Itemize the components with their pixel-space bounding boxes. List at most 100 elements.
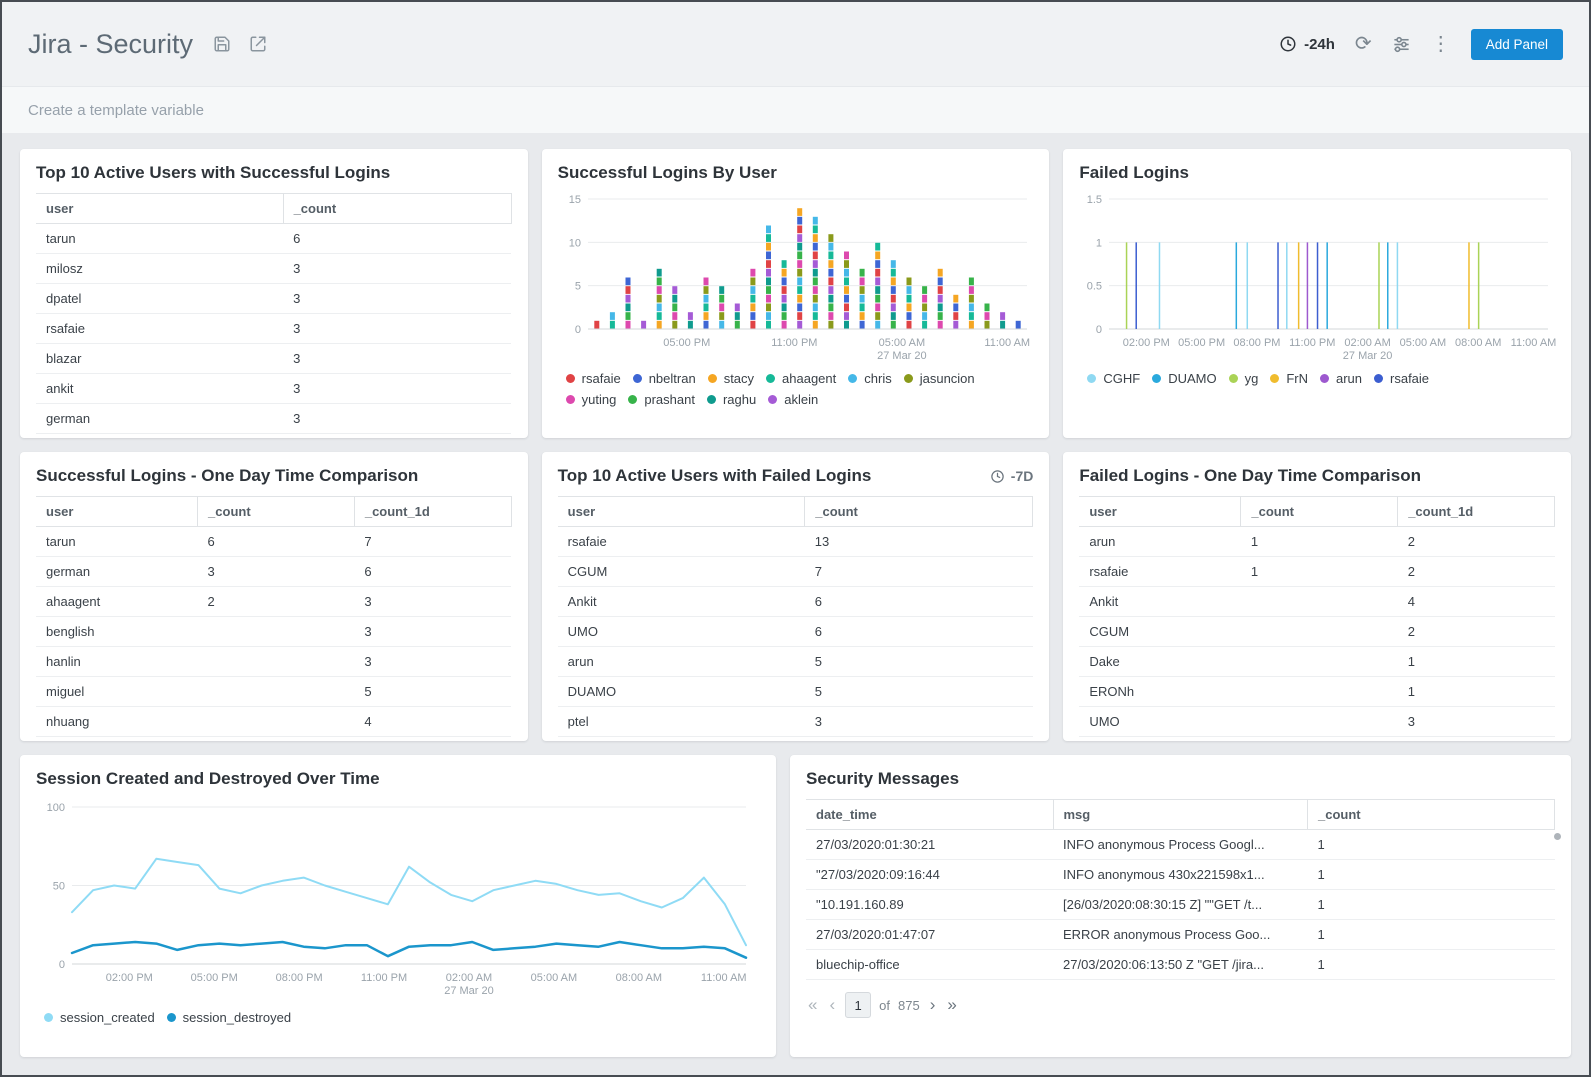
table-row[interactable]: ptel 3: [557, 706, 1033, 737]
table-row[interactable]: arun 5: [557, 646, 1033, 677]
column-header-user[interactable]: user: [557, 496, 806, 527]
panel-time-range-badge[interactable]: -7D: [990, 468, 1033, 484]
first-page-icon[interactable]: «: [808, 995, 818, 1014]
table-row[interactable]: blazar 3: [36, 343, 512, 374]
svg-text:50: 50: [53, 881, 65, 893]
column-header-user[interactable]: user: [1079, 496, 1242, 527]
table-row[interactable]: benglish 3: [36, 616, 512, 647]
time-range-control[interactable]: -24h: [1279, 35, 1335, 53]
legend-item-ahaagent[interactable]: ahaagent: [766, 371, 836, 386]
svg-text:1.5: 1.5: [1087, 194, 1102, 206]
legend-item-CGHF[interactable]: CGHF: [1087, 371, 1140, 386]
table-row[interactable]: rsafaie 13: [557, 526, 1033, 557]
table-row[interactable]: CGUM 7: [557, 556, 1033, 587]
export-icon[interactable]: [249, 35, 267, 53]
table-row[interactable]: ankit 3: [36, 373, 512, 404]
table-row[interactable]: 27/03/2020:01:30:21 INFO anonymous Proces…: [806, 829, 1555, 860]
table-cell: UMO: [1079, 706, 1241, 737]
table-row[interactable]: Dake 1: [1079, 646, 1555, 677]
column-header-_count[interactable]: _count: [804, 496, 1034, 527]
table-row[interactable]: UMO 3: [1079, 706, 1555, 737]
table-row[interactable]: tarun 6: [36, 223, 512, 254]
legend-label: raghu: [722, 392, 757, 407]
table-cell: 6: [804, 586, 1033, 617]
legend-item-aklein[interactable]: aklein: [768, 392, 818, 407]
legend-item-DUAMO[interactable]: DUAMO: [1152, 371, 1217, 386]
legend-item-stacy[interactable]: stacy: [707, 371, 754, 386]
next-page-icon[interactable]: ›: [929, 995, 936, 1014]
current-page-indicator[interactable]: 1: [845, 992, 872, 1018]
table-row[interactable]: "10.191.160.89 [26/03/2020:08:30:15 Z] ""…: [806, 889, 1555, 920]
column-header-msg[interactable]: msg: [1053, 799, 1308, 830]
table-cell: 3: [283, 283, 512, 314]
template-variable-bar[interactable]: Create a template variable: [2, 86, 1589, 133]
legend-item-rsafaie[interactable]: rsafaie: [565, 371, 621, 386]
table-row[interactable]: dpatel 3: [36, 283, 512, 314]
column-header-_count[interactable]: _count: [1240, 496, 1399, 527]
column-header-_count_1d[interactable]: _count_1d: [354, 496, 512, 527]
column-header-_count[interactable]: _count: [283, 193, 512, 224]
table-row[interactable]: ahaagent 2 3: [36, 586, 512, 617]
legend-item-session_destroyed[interactable]: session_destroyed: [166, 1010, 291, 1025]
table-row[interactable]: "27/03/2020:09:16:44 INFO anonymous 430x2…: [806, 859, 1555, 890]
filter-sliders-icon[interactable]: [1392, 35, 1411, 54]
legend-item-raghu[interactable]: raghu: [706, 392, 757, 407]
legend-item-yg[interactable]: yg: [1228, 371, 1258, 386]
refresh-icon[interactable]: ⟳: [1354, 33, 1372, 55]
column-header-user[interactable]: user: [36, 193, 284, 224]
table-cell: arun: [1079, 526, 1241, 557]
table-row[interactable]: UMO 6: [557, 616, 1033, 647]
save-icon[interactable]: [213, 35, 231, 53]
legend-item-session_created[interactable]: session_created: [44, 1010, 155, 1025]
legend-item-rsafaie[interactable]: rsafaie: [1374, 371, 1429, 386]
legend-item-nbeltran[interactable]: nbeltran: [632, 371, 696, 386]
add-panel-button[interactable]: Add Panel: [1470, 28, 1563, 60]
panel-title: Security Messages: [806, 769, 960, 788]
table-cell: benglish: [36, 616, 198, 647]
last-page-icon[interactable]: »: [947, 995, 957, 1014]
failed-logins-spike-chart[interactable]: 0 0.5 1 1.5 02:00 PM 05:00 PM 08:00 PM 11:00 PM…: [1079, 193, 1556, 365]
legend-label: DUAMO: [1168, 371, 1217, 386]
column-header-_count_1d[interactable]: _count_1d: [1397, 496, 1556, 527]
table-row[interactable]: miguel 5: [36, 676, 512, 707]
svg-text:100: 100: [47, 802, 65, 814]
table-row[interactable]: german 3 6: [36, 556, 512, 587]
column-header-_count[interactable]: _count: [1307, 799, 1556, 830]
previous-page-icon[interactable]: ‹: [829, 995, 836, 1014]
table-row[interactable]: CGUM 2: [1079, 616, 1555, 647]
table-row[interactable]: nhuang 4: [36, 706, 512, 737]
kebab-menu-icon[interactable]: ⋮: [1430, 33, 1451, 55]
table-cell: 6: [804, 616, 1033, 647]
table-row[interactable]: rsafaie 1 2: [1079, 556, 1555, 587]
scrollbar-thumb[interactable]: [1554, 833, 1561, 840]
table-row[interactable]: ERONh 1: [1079, 676, 1555, 707]
legend-item-chris[interactable]: chris: [848, 371, 892, 386]
legend-item-yuting[interactable]: yuting: [565, 392, 616, 407]
table-row[interactable]: rsafaie 3: [36, 313, 512, 344]
legend-item-prashant[interactable]: prashant: [628, 392, 695, 407]
table-row[interactable]: 27/03/2020:01:47:07 ERROR anonymous Proce…: [806, 919, 1555, 950]
table-row[interactable]: milosz 3: [36, 253, 512, 284]
table-row[interactable]: bluechip-office 27/03/2020:06:13:50 Z "GE…: [806, 949, 1555, 980]
column-header-_count[interactable]: _count: [197, 496, 355, 527]
table-cell: 13: [804, 526, 1033, 557]
legend-dot: [848, 374, 858, 383]
legend-dot: [166, 1013, 176, 1022]
column-header-date_time[interactable]: date_time: [806, 799, 1054, 830]
table-row[interactable]: Ankit 6: [557, 586, 1033, 617]
dashboard-content: Top 10 Active Users with Successful Logi…: [2, 133, 1589, 1075]
table-cell: nhuang: [36, 706, 198, 737]
table-row[interactable]: hanlin 3: [36, 646, 512, 677]
sessions-line-chart[interactable]: 0 50 100 02:00 PM 05:00 PM 08:00 PM 11:00 PM 02…: [36, 799, 758, 1004]
legend-item-jasuncion[interactable]: jasuncion: [903, 371, 975, 386]
table-row[interactable]: tarun 6 7: [36, 526, 512, 557]
table-row[interactable]: arun 1 2: [1079, 526, 1555, 557]
table-row[interactable]: Ankit 4: [1079, 586, 1555, 617]
table-row[interactable]: german 3: [36, 403, 512, 434]
legend-item-FrN[interactable]: FrN: [1270, 371, 1308, 386]
legend-item-arun[interactable]: arun: [1319, 371, 1362, 386]
table-row[interactable]: DUAMO 5: [557, 676, 1033, 707]
column-header-user[interactable]: user: [36, 496, 199, 527]
